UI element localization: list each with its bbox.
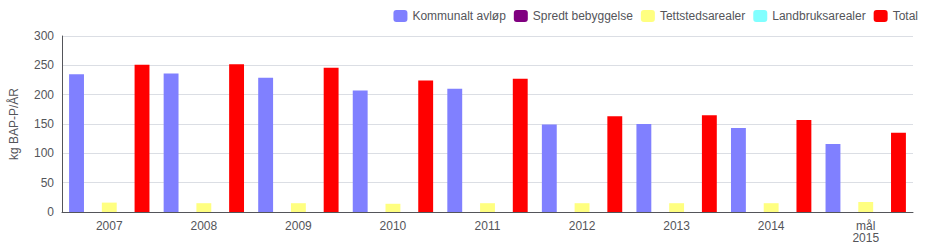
svg-text:2013: 2013 xyxy=(663,219,690,233)
svg-text:2009: 2009 xyxy=(285,219,312,233)
svg-text:150: 150 xyxy=(34,117,54,131)
svg-text:100: 100 xyxy=(34,146,54,160)
svg-text:2011: 2011 xyxy=(475,219,501,233)
svg-text:2014: 2014 xyxy=(758,219,785,233)
svg-text:Spredt bebyggelse: Spredt bebyggelse xyxy=(533,9,633,23)
svg-text:50: 50 xyxy=(41,176,55,190)
svg-text:200: 200 xyxy=(34,88,54,102)
svg-text:Landbruksarealer: Landbruksarealer xyxy=(772,9,865,23)
svg-text:2010: 2010 xyxy=(380,219,407,233)
svg-text:Total: Total xyxy=(893,9,918,23)
svg-text:2007: 2007 xyxy=(96,219,123,233)
svg-text:300: 300 xyxy=(34,29,54,43)
svg-text:2015: 2015 xyxy=(852,231,879,245)
svg-text:250: 250 xyxy=(34,58,54,72)
svg-text:0: 0 xyxy=(47,205,54,219)
svg-text:mål: mål xyxy=(856,219,876,233)
svg-text:2012: 2012 xyxy=(569,219,596,233)
svg-text:Kommunalt avløp: Kommunalt avløp xyxy=(412,9,506,23)
svg-text:Tettstedsarealer: Tettstedsarealer xyxy=(660,9,745,23)
svg-text:2008: 2008 xyxy=(190,219,217,233)
svg-text:kg BAP-P/ÅR: kg BAP-P/ÅR xyxy=(6,88,21,160)
